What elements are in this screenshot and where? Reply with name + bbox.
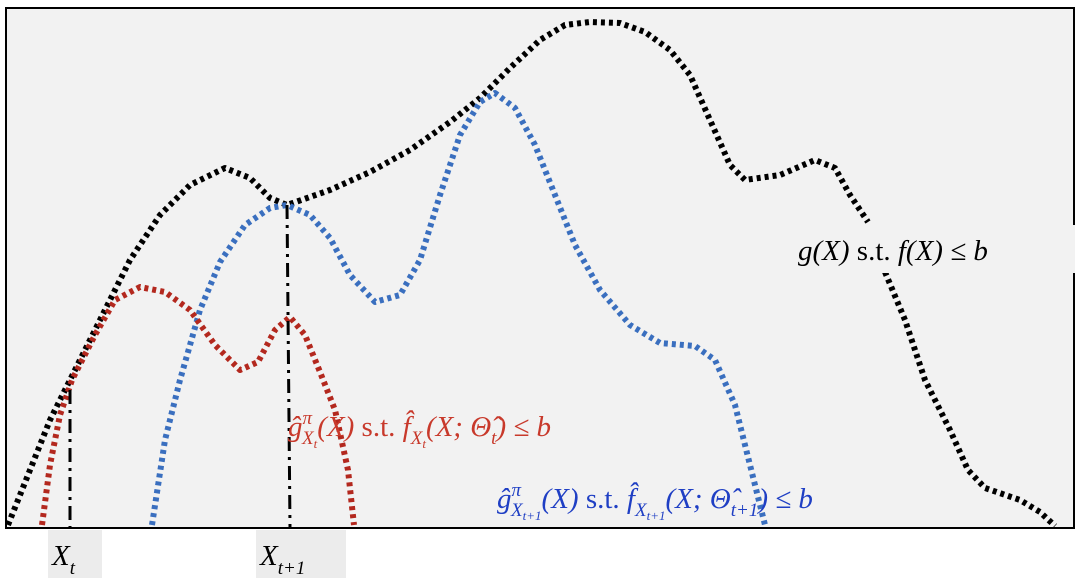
x-t1-label: Xt+1 [259, 540, 305, 579]
text: ) ≤ b [756, 483, 813, 515]
text: X [410, 428, 424, 449]
label-bg [256, 530, 346, 578]
objective-curve [5, 19, 871, 527]
x-t-label: Xt [51, 540, 76, 579]
text: f(X) ≤ b [898, 235, 988, 267]
text: π [512, 480, 522, 501]
x-t1-marker [285, 204, 292, 528]
objective-label: g(X) s.t. f(X) ≤ b [798, 235, 988, 267]
label-bg [48, 530, 102, 578]
text: X [510, 500, 524, 521]
text: t+1 [278, 558, 306, 579]
text: t+1 [647, 508, 666, 523]
text: s.t. [850, 235, 898, 267]
text: X [634, 500, 648, 521]
text: g(X) [798, 235, 850, 267]
text: X [301, 428, 315, 449]
text: t [70, 558, 76, 579]
surrogate-t-label: ĝπ Xt(X) s.t. f̂Xt(X; Θ̂t) ≤ b [288, 408, 551, 451]
text: X [259, 540, 279, 572]
surrogate-t1-label: ĝπ Xt+1(X) s.t. f̂Xt+1(X; Θ̂t+1) ≤ b [497, 480, 813, 523]
text: t [422, 436, 426, 451]
surrogate-t1-curve [149, 90, 768, 526]
text: π [303, 408, 313, 429]
text: t+1 [523, 508, 542, 523]
text: (X) [542, 483, 579, 515]
text: s.t. [579, 483, 627, 515]
text: (X) [317, 411, 354, 443]
text: s.t. [354, 411, 402, 443]
objective-curve [882, 270, 1058, 529]
text: t+1 [731, 500, 759, 521]
text: t [491, 428, 497, 449]
label-bg [795, 225, 1075, 273]
text: ) ≤ b [494, 411, 551, 443]
text: t [314, 436, 318, 451]
text: X [51, 540, 71, 572]
text: (X; Θ̂ [426, 411, 502, 443]
text: ĝ [288, 411, 303, 443]
text: ĝ [497, 483, 512, 515]
text: (X; Θ̂ [665, 483, 741, 515]
